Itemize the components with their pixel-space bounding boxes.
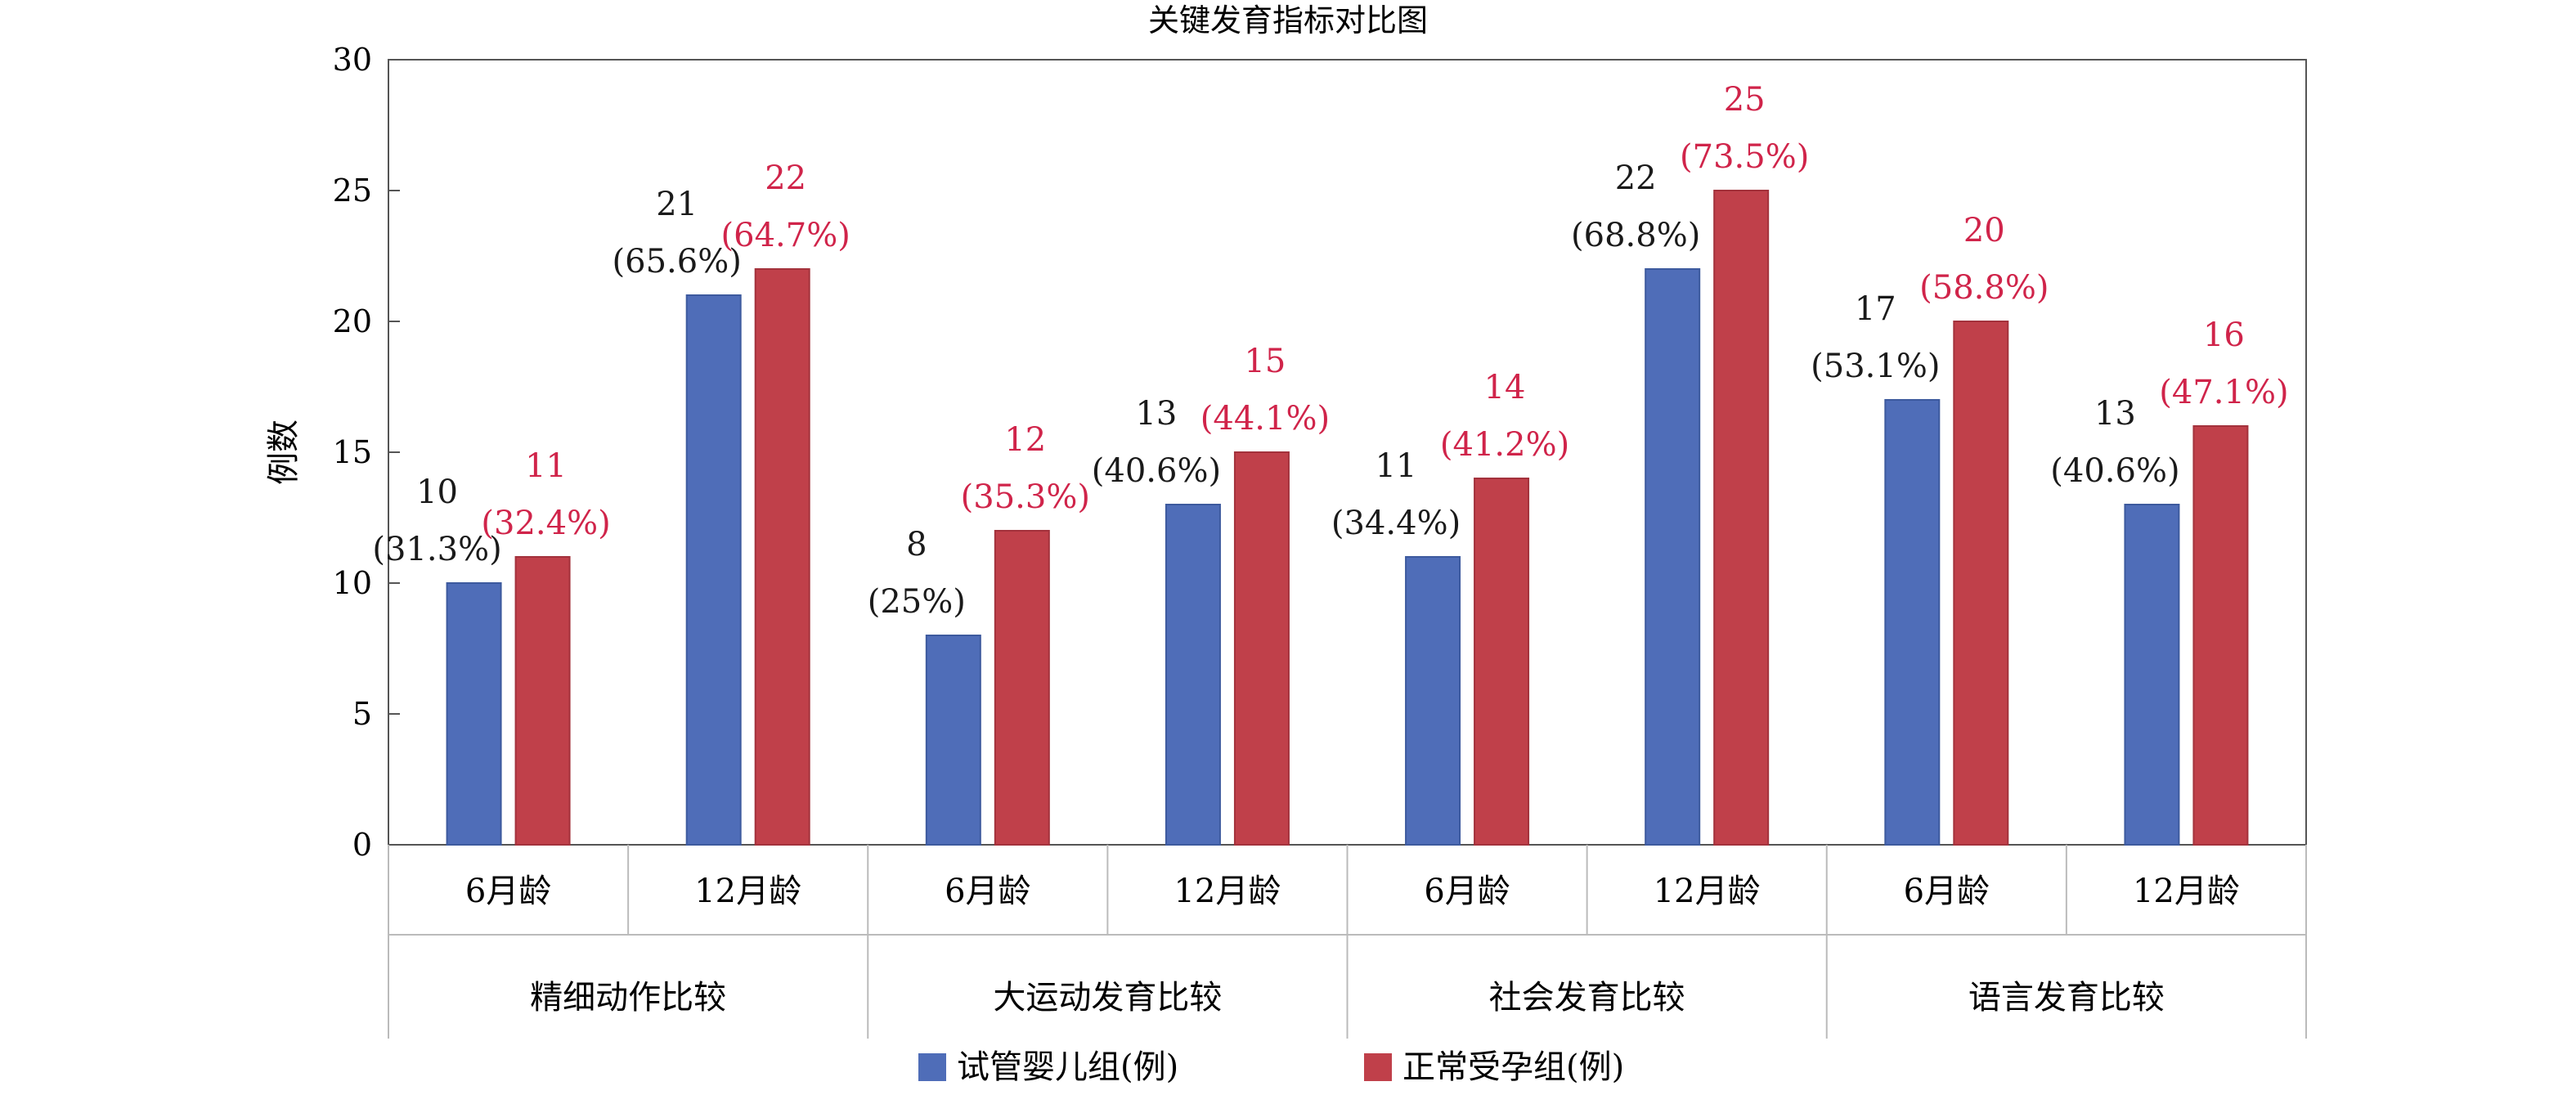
data-label-percent: (47.1%) [2159,374,2288,411]
bar-normal [514,556,571,846]
y-tick-label: 20 [333,303,372,339]
x-subcategory-label: 12月龄 [1174,873,1281,910]
data-label-percent: (44.1%) [1200,400,1330,438]
x-subcategory-label: 6月龄 [945,873,1030,910]
x-subcategory-label: 12月龄 [694,873,801,910]
legend-label-ivf: 试管婴儿组(例) [957,1048,1178,1086]
bar-normal [1474,478,1530,846]
data-label-percent: (73.5%) [1680,138,1809,176]
data-label-value: 10 [416,473,458,511]
x-subcategory-label: 12月龄 [2133,873,2240,910]
bar-marks [446,190,2249,846]
data-label-percent: (53.1%) [1811,348,1940,385]
chart-title: 关键发育指标对比图 [1148,2,1428,38]
y-tick-label: 25 [333,173,372,209]
bar-ivf [925,635,981,846]
data-label-value: 8 [906,526,927,563]
bar-normal [1233,451,1290,846]
data-label-value: 25 [1724,81,1766,119]
legend-label-normal: 正常受孕组(例) [1402,1048,1624,1086]
bar-normal [754,268,810,846]
bar-ivf [1884,399,1941,846]
data-label-percent: (25%) [868,583,966,621]
data-label-value: 22 [765,159,806,197]
y-tick-label: 0 [352,827,372,863]
x-subcategory-label: 6月龄 [1904,873,1990,910]
data-label-value: 15 [1244,343,1286,380]
y-tick-label: 15 [333,434,372,470]
y-axis-label: 例数 [265,420,303,485]
y-tick-label: 5 [352,696,372,732]
bar-ivf [446,582,502,846]
bar-ivf [2124,504,2180,846]
data-label-percent: (34.4%) [1331,505,1461,542]
bar-ivf [1405,556,1461,846]
data-label-value: 13 [1135,395,1177,433]
bar-normal [1953,321,2009,846]
x-group-label: 语言发育比较 [1968,979,2165,1016]
legend-swatch-ivf [918,1053,946,1081]
data-label-percent: (40.6%) [1092,452,1221,490]
data-label-value: 16 [2203,316,2245,354]
data-label-value: 14 [1484,369,1526,406]
bar-normal [1713,190,1770,846]
data-label-percent: (65.6%) [613,243,742,280]
x-group-label: 社会发育比较 [1489,979,1685,1016]
data-label-percent: (31.3%) [372,531,501,568]
legend-swatch-normal [1364,1053,1392,1081]
data-label-percent: (32.4%) [481,505,610,542]
plot-frame [388,59,2307,846]
data-label-percent: (41.2%) [1440,426,1569,464]
data-label-value: 17 [1855,290,1896,328]
data-label-percent: (58.8%) [1919,269,2049,307]
bar-ivf [1165,504,1221,846]
y-tick-label: 10 [333,565,372,601]
data-label-percent: (40.6%) [2050,452,2179,490]
data-label-value: 21 [656,186,698,223]
bar-ivf [1645,268,1701,846]
y-tick-label: 30 [333,42,372,78]
data-label-percent: (35.3%) [961,478,1090,516]
x-subcategory-label: 6月龄 [465,873,551,910]
bar-normal [994,530,1050,846]
data-label-value: 13 [2094,395,2136,433]
data-label-percent: (68.8%) [1571,217,1700,254]
legend: 试管婴儿组(例) 正常受孕组(例) [918,1048,1624,1086]
x-group-label: 精细动作比较 [530,979,726,1016]
bar-normal [2192,425,2249,846]
data-label-value: 11 [525,447,567,485]
data-label-value: 22 [1615,159,1657,197]
data-label-value: 11 [1376,447,1417,485]
x-subcategory-label: 6月龄 [1424,873,1510,910]
data-label-value: 12 [1004,421,1046,459]
data-label-percent: (64.7%) [721,217,850,254]
axes: 0 5 10 15 20 25 30 6月龄 12月龄 6月龄 12月龄 6月龄 12月龄 6月龄 12月龄… [333,42,2307,1039]
x-group-label: 大运动发育比较 [993,979,1222,1016]
bar-ivf [685,294,742,846]
data-labels: (31.3%) 10 (65.6%) 21 (25%) 8 (40.6%) 13 (34.4%)… [372,81,2288,621]
x-subcategory-label: 12月龄 [1654,873,1761,910]
data-label-value: 20 [1963,212,2005,249]
